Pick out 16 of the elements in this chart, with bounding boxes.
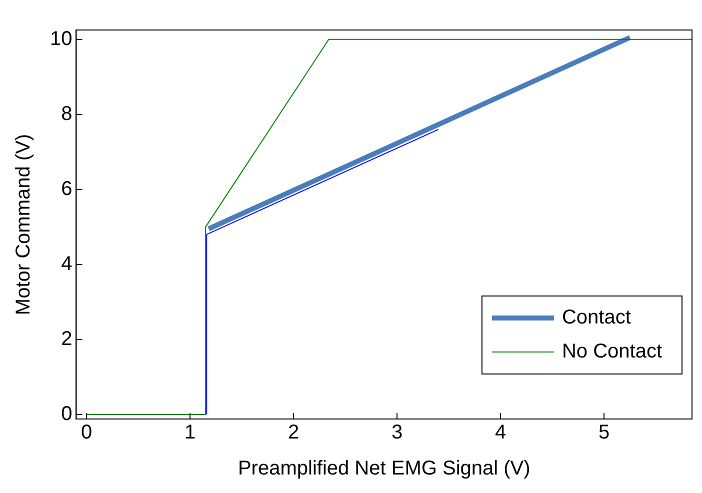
y-tick-label: 2 <box>61 328 72 350</box>
x-tick-label: 0 <box>81 422 92 444</box>
legend-label: Contact <box>562 306 632 329</box>
x-axis-title: Preamplified Net EMG Signal (V) <box>238 458 530 480</box>
legend-label: No Contact <box>562 340 662 363</box>
x-tick-label: 2 <box>288 422 300 444</box>
y-tick-label: 8 <box>61 102 72 125</box>
y-axis-title: Motor Command (V) <box>12 134 35 316</box>
x-tick-label: 1 <box>184 422 196 444</box>
y-tick-label: 4 <box>61 252 72 275</box>
x-tick-label: 3 <box>391 422 403 444</box>
x-tick-label: 4 <box>494 422 506 444</box>
y-tick-label: 0 <box>61 403 72 426</box>
y-tick-label: 10 <box>50 28 72 50</box>
y-tick-label: 6 <box>61 178 72 200</box>
x-tick-label: 5 <box>598 422 610 444</box>
